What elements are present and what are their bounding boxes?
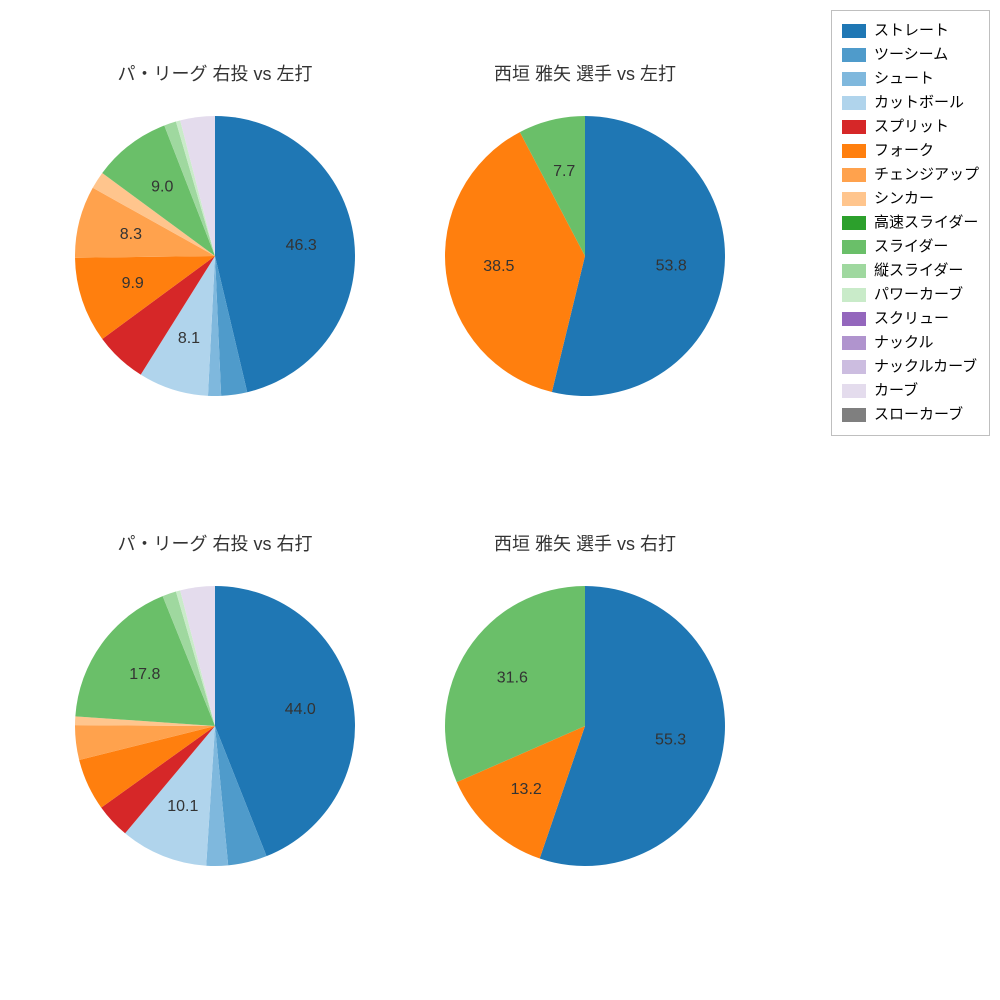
chart-title: パ・リーグ 右投 vs 右打	[117, 530, 312, 556]
legend-swatch	[842, 48, 866, 62]
legend-swatch	[842, 264, 866, 278]
legend-label: カットボール	[874, 91, 964, 115]
slice-label: 8.3	[120, 226, 142, 243]
pie-wrap: 46.3 8.1 9.9 8.3 9.0	[75, 116, 355, 396]
legend-swatch	[842, 336, 866, 350]
legend: ストレートツーシームシュートカットボールスプリットフォークチェンジアップシンカー…	[831, 10, 990, 436]
pie-chart: 44.0 10.1 17.8	[75, 586, 355, 866]
legend-label: スクリュー	[874, 307, 949, 331]
chart-player-vs-left: 西垣 雅矢 選手 vs 左打 53.8 38.5 7.7	[410, 60, 760, 490]
chart-league-vs-left: パ・リーグ 右投 vs 左打 46.3 8.1 9.9 8.3 9.0	[40, 60, 390, 490]
legend-label: チェンジアップ	[874, 163, 979, 187]
pie-wrap: 44.0 10.1 17.8	[75, 586, 355, 866]
pie-chart: 46.3 8.1 9.9 8.3 9.0	[75, 116, 355, 396]
legend-item: スローカーブ	[842, 403, 979, 427]
legend-item: カットボール	[842, 91, 979, 115]
slice-label: 55.3	[655, 731, 686, 748]
legend-item: チェンジアップ	[842, 163, 979, 187]
legend-item: シュート	[842, 67, 979, 91]
pie-chart: 55.3 13.2 31.6	[445, 586, 725, 866]
legend-item: フォーク	[842, 139, 979, 163]
legend-swatch	[842, 120, 866, 134]
legend-item: ナックルカーブ	[842, 355, 979, 379]
slice-label: 8.1	[178, 330, 200, 347]
legend-label: スプリット	[874, 115, 949, 139]
legend-item: スプリット	[842, 115, 979, 139]
legend-swatch	[842, 192, 866, 206]
legend-item: 縦スライダー	[842, 259, 979, 283]
pie-chart: 53.8 38.5 7.7	[445, 116, 725, 396]
legend-swatch	[842, 168, 866, 182]
legend-swatch	[842, 384, 866, 398]
legend-item: スクリュー	[842, 307, 979, 331]
chart-title: 西垣 雅矢 選手 vs 左打	[494, 60, 676, 86]
slice-label: 44.0	[285, 701, 316, 718]
legend-swatch	[842, 288, 866, 302]
slice-label: 31.6	[497, 670, 528, 687]
legend-swatch	[842, 72, 866, 86]
legend-swatch	[842, 240, 866, 254]
slice-label: 53.8	[656, 258, 687, 275]
legend-item: シンカー	[842, 187, 979, 211]
legend-item: ナックル	[842, 331, 979, 355]
legend-label: 縦スライダー	[874, 259, 963, 283]
legend-label: ナックル	[874, 331, 934, 355]
legend-label: ナックルカーブ	[874, 355, 977, 379]
legend-item: ツーシーム	[842, 43, 979, 67]
legend-swatch	[842, 96, 866, 110]
legend-label: ストレート	[874, 19, 949, 43]
figure: パ・リーグ 右投 vs 左打 46.3 8.1 9.9 8.3 9.0 西垣 雅矢 選手 v…	[0, 0, 1000, 1000]
pie-wrap: 53.8 38.5 7.7	[445, 116, 725, 396]
slice-label: 17.8	[129, 666, 160, 683]
legend-item: カーブ	[842, 379, 979, 403]
legend-item: パワーカーブ	[842, 283, 979, 307]
legend-label: シュート	[874, 67, 934, 91]
chart-title: パ・リーグ 右投 vs 左打	[117, 60, 312, 86]
legend-swatch	[842, 408, 866, 422]
legend-label: スライダー	[874, 235, 948, 259]
slice-label: 9.9	[122, 275, 144, 292]
legend-item: スライダー	[842, 235, 979, 259]
chart-player-vs-right: 西垣 雅矢 選手 vs 右打 55.3 13.2 31.6	[410, 530, 760, 960]
legend-label: パワーカーブ	[874, 283, 963, 307]
legend-label: ツーシーム	[874, 43, 948, 67]
chart-grid: パ・リーグ 右投 vs 左打 46.3 8.1 9.9 8.3 9.0 西垣 雅矢 選手 v…	[40, 60, 760, 960]
legend-label: スローカーブ	[874, 403, 963, 427]
legend-swatch	[842, 360, 866, 374]
slice-label: 38.5	[483, 258, 514, 275]
slice-label: 9.0	[151, 178, 173, 195]
slice-label: 7.7	[553, 163, 575, 180]
legend-swatch	[842, 216, 866, 230]
slice-label: 10.1	[167, 798, 198, 815]
chart-title: 西垣 雅矢 選手 vs 右打	[494, 530, 676, 556]
legend-item: 高速スライダー	[842, 211, 979, 235]
slice-label: 13.2	[511, 781, 542, 798]
legend-item: ストレート	[842, 19, 979, 43]
slice-label: 46.3	[286, 237, 317, 254]
legend-label: シンカー	[874, 187, 934, 211]
pie-wrap: 55.3 13.2 31.6	[445, 586, 725, 866]
legend-label: カーブ	[874, 379, 918, 403]
legend-swatch	[842, 312, 866, 326]
legend-swatch	[842, 24, 866, 38]
chart-league-vs-right: パ・リーグ 右投 vs 右打 44.0 10.1 17.8	[40, 530, 390, 960]
legend-label: 高速スライダー	[874, 211, 978, 235]
legend-swatch	[842, 144, 866, 158]
legend-label: フォーク	[874, 139, 934, 163]
